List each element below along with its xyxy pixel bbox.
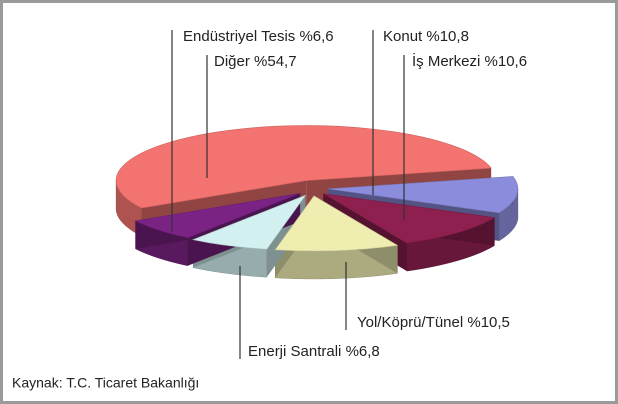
- slice: [327, 176, 519, 214]
- value-label: %6,6: [299, 28, 333, 45]
- slice-label: Yol/Köprü/Tünel %10,5: [357, 314, 510, 331]
- value-label: %10,6: [485, 53, 528, 70]
- category-name: İş Merkezi: [412, 52, 480, 70]
- slice-label: Konut %10,8: [383, 28, 469, 45]
- value-label: %10,8: [426, 28, 469, 45]
- category-name: Konut: [383, 28, 423, 45]
- value-label: %6,8: [346, 343, 380, 360]
- slice: [274, 195, 399, 252]
- category-name: Yol/Köprü/Tünel: [357, 314, 463, 331]
- category-name: Enerji Santrali: [248, 343, 341, 360]
- slice-label: Enerji Santrali %6,8: [248, 343, 380, 360]
- slice-label: Diğer %54,7: [214, 53, 297, 70]
- slice: [192, 194, 307, 250]
- slice-tops: [115, 125, 519, 252]
- source: Kaynak: T.C. Ticaret Bakanlığı: [12, 375, 199, 391]
- slice: [323, 193, 496, 244]
- slice-label: Endüstriyel Tesis %6,6: [183, 28, 334, 45]
- slice: [134, 193, 301, 239]
- labels: Diğer %54,7 Konut %10,8 İş Merkezi %10,6 Yo…: [171, 28, 527, 360]
- category-name: Diğer: [214, 53, 250, 70]
- slice-label: İş Merkezi %10,6: [412, 52, 527, 70]
- slice: [115, 125, 492, 209]
- category-name: Endüstriyel Tesis: [183, 28, 295, 45]
- value-label: %10,5: [467, 314, 510, 331]
- value-label: %54,7: [254, 53, 297, 70]
